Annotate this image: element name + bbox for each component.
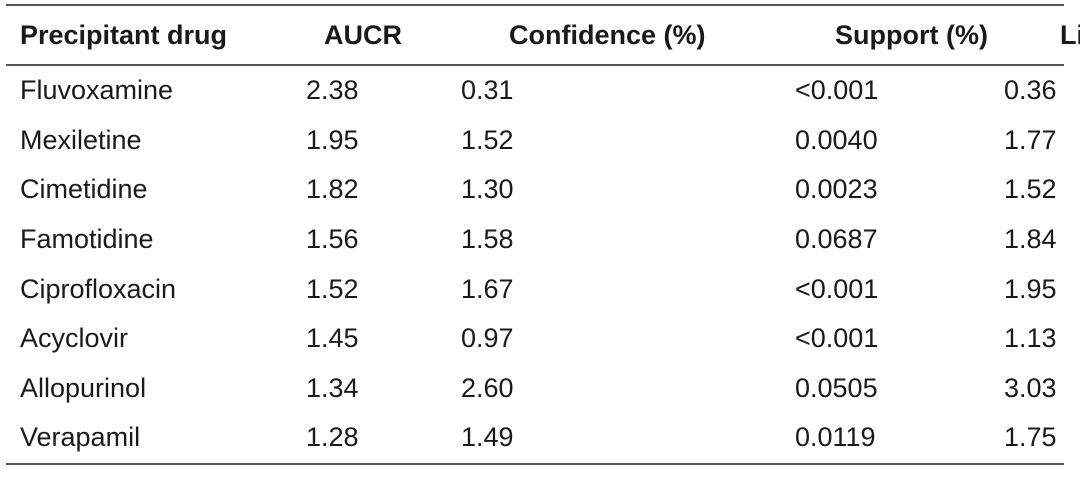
cell-lift: 1.77 xyxy=(1004,124,1057,155)
cell-aucr: 1.52 xyxy=(306,273,359,304)
cell-lift: 3.03 xyxy=(1004,372,1057,403)
bottom-rule xyxy=(6,462,1064,465)
cell-aucr: 1.95 xyxy=(306,124,359,155)
cell-aucr: 1.56 xyxy=(306,224,359,255)
cell-confidence: 1.58 xyxy=(461,224,514,255)
header-rule xyxy=(6,64,1064,66)
cell-confidence: 0.31 xyxy=(461,75,514,106)
cell-support: 0.0023 xyxy=(795,174,878,205)
cell-confidence: 1.49 xyxy=(461,422,514,453)
header-lift: Lift xyxy=(1060,19,1080,50)
cell-lift: 1.13 xyxy=(1004,323,1057,354)
cell-lift: 0.36 xyxy=(1004,75,1057,106)
cell-lift: 1.95 xyxy=(1004,273,1057,304)
cell-aucr: 1.34 xyxy=(306,372,359,403)
cell-drug: Acyclovir xyxy=(20,323,129,354)
cell-confidence: 2.60 xyxy=(461,372,514,403)
table-row: Fluvoxamine 2.38 0.31 <0.001 0.36 xyxy=(6,66,1080,116)
cell-drug: Famotidine xyxy=(20,224,154,255)
cell-support: 0.0687 xyxy=(795,224,878,255)
cell-drug: Mexiletine xyxy=(20,124,142,155)
cell-lift: 1.75 xyxy=(1004,422,1057,453)
header-confidence: Confidence (%) xyxy=(509,19,706,50)
cell-confidence: 1.52 xyxy=(461,124,514,155)
cell-support: 0.0119 xyxy=(795,422,876,453)
cell-support: <0.001 xyxy=(795,323,879,354)
header-aucr: AUCR xyxy=(324,19,402,50)
table-row: Mexiletine 1.95 1.52 0.0040 1.77 xyxy=(6,116,1080,166)
drug-interaction-table: Precipitant drug AUCR Confidence (%) Sup… xyxy=(6,0,1080,465)
table-row: Allopurinol 1.34 2.60 0.0505 3.03 xyxy=(6,364,1080,414)
cell-support: <0.001 xyxy=(795,75,879,106)
table-row: Acyclovir 1.45 0.97 <0.001 1.13 xyxy=(6,314,1080,364)
cell-drug: Ciprofloxacin xyxy=(20,273,177,304)
cell-lift: 1.52 xyxy=(1004,174,1057,205)
header-precipitant-drug: Precipitant drug xyxy=(20,19,228,50)
cell-drug: Cimetidine xyxy=(20,174,148,205)
header-row: Precipitant drug AUCR Confidence (%) Sup… xyxy=(6,6,1080,64)
table-row: Verapamil 1.28 1.49 0.0119 1.75 xyxy=(6,413,1080,463)
data-table-body: Fluvoxamine 2.38 0.31 <0.001 0.36 Mexile… xyxy=(6,66,1080,463)
cell-confidence: 1.30 xyxy=(461,174,514,205)
data-table: Precipitant drug AUCR Confidence (%) Sup… xyxy=(6,6,1080,64)
cell-support: 0.0505 xyxy=(795,372,878,403)
cell-support: 0.0040 xyxy=(795,124,878,155)
table-row: Ciprofloxacin 1.52 1.67 <0.001 1.95 xyxy=(6,264,1080,314)
cell-drug: Fluvoxamine xyxy=(20,75,174,106)
top-rule xyxy=(6,4,1064,6)
header-support: Support (%) xyxy=(835,19,988,50)
table-row: Famotidine 1.56 1.58 0.0687 1.84 xyxy=(6,215,1080,265)
cell-lift: 1.84 xyxy=(1004,224,1057,255)
cell-aucr: 2.38 xyxy=(306,75,359,106)
cell-support: <0.001 xyxy=(795,273,879,304)
cell-confidence: 0.97 xyxy=(461,323,514,354)
cell-aucr: 1.82 xyxy=(306,174,359,205)
table-row: Cimetidine 1.82 1.30 0.0023 1.52 xyxy=(6,165,1080,215)
cell-drug: Verapamil xyxy=(20,422,141,453)
cell-aucr: 1.45 xyxy=(306,323,359,354)
cell-confidence: 1.67 xyxy=(461,273,514,304)
cell-drug: Allopurinol xyxy=(20,372,147,403)
cell-aucr: 1.28 xyxy=(306,422,359,453)
